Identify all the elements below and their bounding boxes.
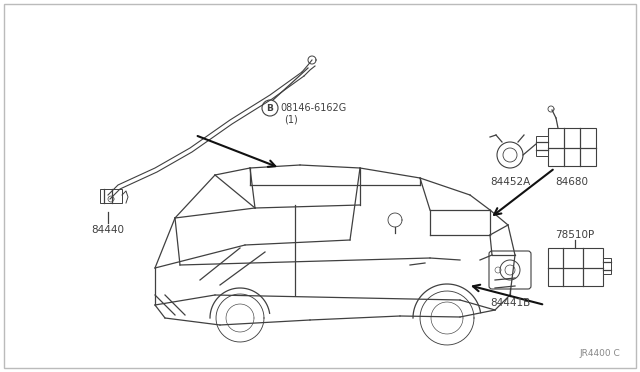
Bar <box>603 258 611 274</box>
Bar <box>536 136 548 156</box>
FancyBboxPatch shape <box>489 251 531 289</box>
Bar <box>100 189 122 203</box>
Text: 84452A: 84452A <box>490 177 530 187</box>
Bar <box>548 128 596 166</box>
Text: (1): (1) <box>284 114 298 124</box>
Text: 78510P: 78510P <box>556 230 595 240</box>
Text: B: B <box>267 103 273 112</box>
Text: 84680: 84680 <box>556 177 589 187</box>
Bar <box>548 248 603 286</box>
Text: 08146-6162G: 08146-6162G <box>280 103 346 113</box>
Text: 84440: 84440 <box>92 225 125 235</box>
Text: JR4400 C: JR4400 C <box>579 349 620 358</box>
Text: 84441B: 84441B <box>490 298 530 308</box>
